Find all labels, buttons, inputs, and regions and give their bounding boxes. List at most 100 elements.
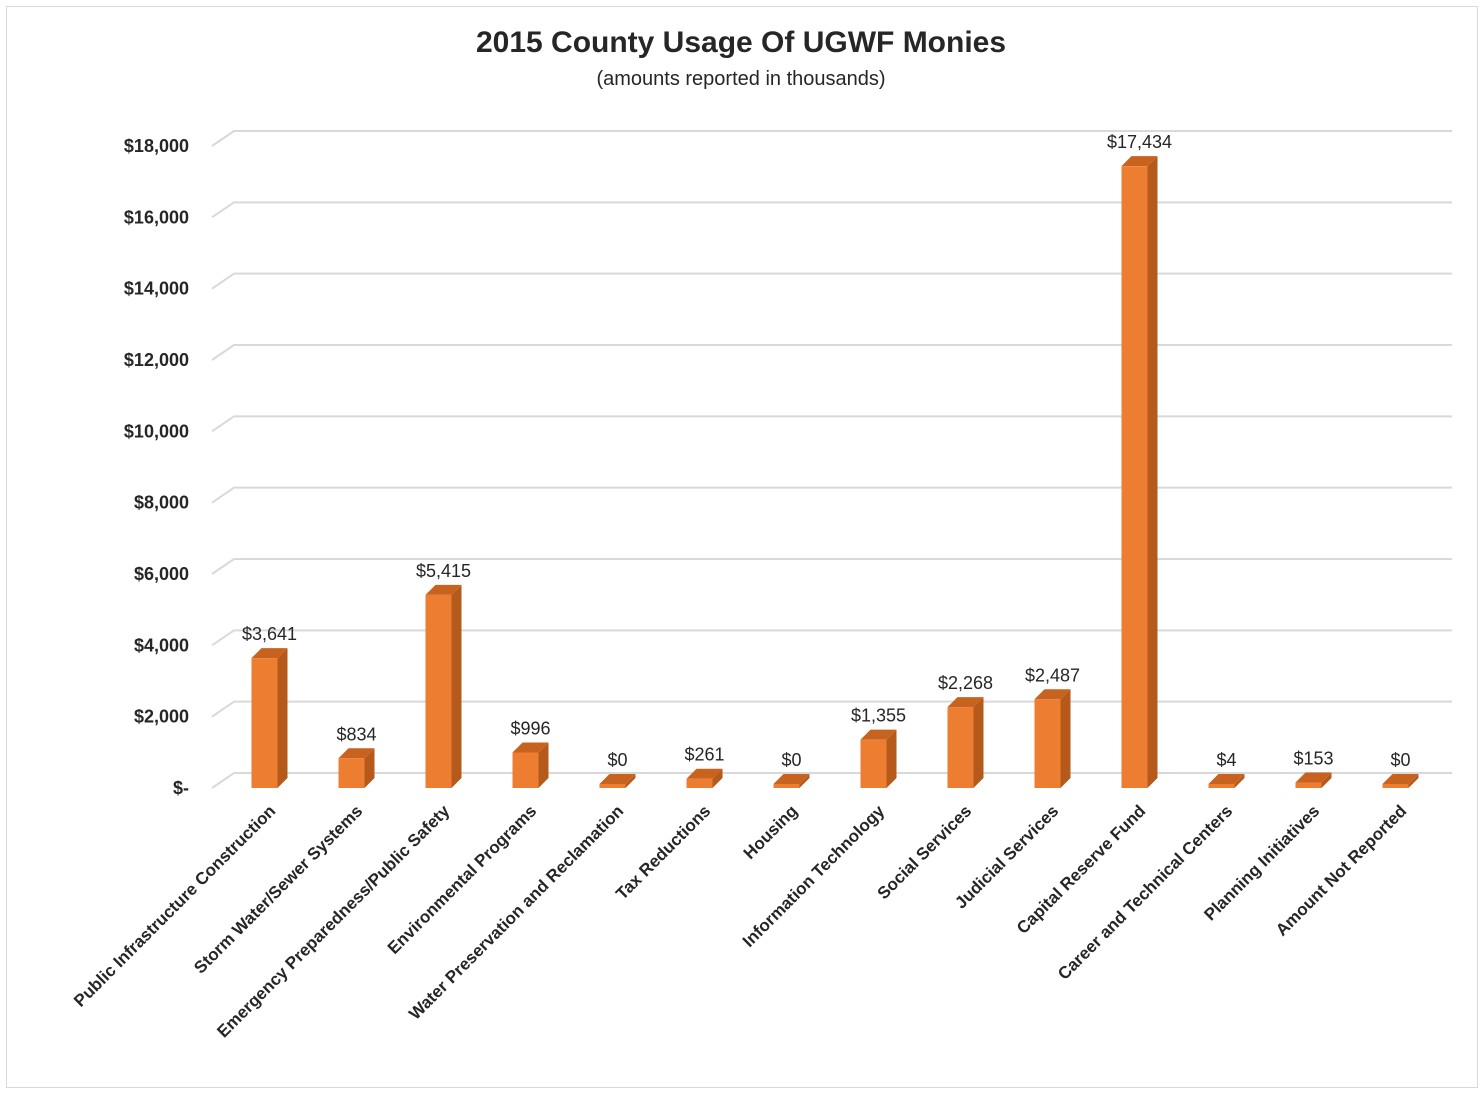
x-tick-label: Tax Reductions xyxy=(612,801,714,903)
bar-top xyxy=(686,768,723,779)
data-label: $0 xyxy=(607,750,627,770)
data-label: $2,487 xyxy=(1025,665,1080,685)
bar-top xyxy=(338,748,375,759)
bar xyxy=(425,584,462,788)
bar-top xyxy=(860,729,897,740)
y-tick-label: $14,000 xyxy=(124,279,189,299)
bar xyxy=(1382,774,1419,788)
gridline xyxy=(211,558,1452,575)
bar-side xyxy=(625,774,636,788)
gridline xyxy=(211,772,1452,789)
bar-side xyxy=(1147,156,1158,789)
x-tick-label: Housing xyxy=(740,801,802,863)
data-label: $17,434 xyxy=(1107,132,1172,152)
bar-side xyxy=(277,648,288,788)
bar xyxy=(251,648,288,788)
data-label: $834 xyxy=(336,724,376,744)
bar xyxy=(947,697,984,788)
bar xyxy=(512,742,549,788)
x-tick-label: Social Services xyxy=(874,801,976,903)
data-label: $153 xyxy=(1293,749,1333,769)
bar-top xyxy=(425,584,462,595)
gridline xyxy=(211,700,1452,718)
data-label: $0 xyxy=(781,750,801,770)
gridline xyxy=(211,272,1452,290)
bar xyxy=(1295,772,1332,788)
bar-side xyxy=(1321,772,1332,788)
y-tick-label: $6,000 xyxy=(134,564,189,584)
gridline xyxy=(211,629,1452,647)
y-tick-label: $- xyxy=(173,778,189,798)
bar-side xyxy=(973,697,984,788)
bar-top xyxy=(947,697,984,708)
bar-side xyxy=(538,742,549,788)
chart-title: 2015 County Usage Of UGWF Monies xyxy=(475,26,1007,59)
y-tick-label: $12,000 xyxy=(124,350,189,370)
bar-top xyxy=(512,742,549,753)
gridline xyxy=(211,415,1452,433)
y-tick-label: $2,000 xyxy=(134,707,189,727)
gridlines xyxy=(211,130,1452,789)
gridline xyxy=(211,344,1452,361)
bars xyxy=(251,156,1419,789)
bar-top xyxy=(251,648,288,659)
x-tick-label: Career and Technical Centers xyxy=(1054,801,1236,983)
bar-side xyxy=(886,729,897,788)
data-label: $5,415 xyxy=(416,561,471,581)
bar-top xyxy=(599,774,636,784)
bar-side xyxy=(1060,689,1071,788)
data-labels: $3,641 $834 $5,415 $996 $0 $261 $0 $1,355 $2,268… xyxy=(242,132,1411,770)
bar-front xyxy=(1382,784,1409,788)
bar-front xyxy=(251,658,278,788)
data-label: $4 xyxy=(1216,750,1236,770)
bar xyxy=(773,774,810,788)
x-tick-label: Information Technology xyxy=(739,801,889,951)
bar-side xyxy=(1408,774,1419,788)
bar-front xyxy=(599,784,626,788)
y-tick-label: $8,000 xyxy=(134,493,189,513)
bar-top xyxy=(1295,772,1332,783)
bar-front xyxy=(425,594,452,788)
data-label: $2,268 xyxy=(938,673,993,693)
data-label: $996 xyxy=(510,718,550,738)
bar-front xyxy=(338,758,365,788)
bar-front xyxy=(947,707,974,788)
y-tick-label: $4,000 xyxy=(134,635,189,655)
chart-subtitle: (amounts reported in thousands) xyxy=(596,68,886,90)
bar-side xyxy=(1234,774,1245,788)
x-tick-label: Storm Water/Sewer Systems xyxy=(190,801,366,977)
bar-top xyxy=(1034,689,1071,700)
bar-front xyxy=(1034,699,1061,788)
y-tick-label: $10,000 xyxy=(124,421,189,441)
bar xyxy=(338,748,375,788)
gridline xyxy=(211,201,1452,219)
gridline xyxy=(211,130,1452,147)
y-tick-label: $18,000 xyxy=(124,136,189,156)
bar-side xyxy=(451,584,462,788)
bar xyxy=(1121,156,1158,789)
bar-top xyxy=(773,774,810,784)
bar-top xyxy=(1208,774,1245,784)
bar-front xyxy=(512,752,539,788)
bar-top xyxy=(1121,156,1158,167)
bar-side xyxy=(712,768,723,788)
bar-front xyxy=(773,784,800,788)
bar-front xyxy=(1208,784,1235,788)
gridline xyxy=(211,486,1452,504)
bar xyxy=(1034,689,1071,788)
bar-side xyxy=(364,748,375,788)
bar-front xyxy=(860,739,887,788)
bar xyxy=(686,768,723,788)
bar-front xyxy=(1121,166,1148,789)
data-label: $261 xyxy=(684,745,724,765)
bar xyxy=(860,729,897,788)
bar-top xyxy=(1382,774,1419,784)
data-label: $1,355 xyxy=(851,706,906,726)
data-label: $0 xyxy=(1390,750,1410,770)
x-tick-label: Environmental Programs xyxy=(384,801,540,957)
bar-front xyxy=(686,778,713,788)
bar-front xyxy=(1295,782,1322,788)
data-label: $3,641 xyxy=(242,624,297,644)
x-axis: Public Infrastructure ConstructionStorm … xyxy=(70,801,1410,1041)
